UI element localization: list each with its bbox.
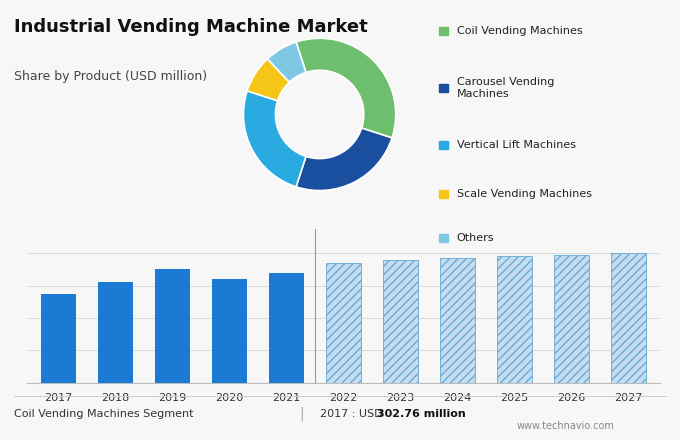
Wedge shape xyxy=(296,38,396,138)
Text: Scale Vending Machines: Scale Vending Machines xyxy=(456,189,592,198)
Bar xyxy=(383,260,418,383)
Text: Vertical Lift Machines: Vertical Lift Machines xyxy=(456,140,575,150)
Wedge shape xyxy=(243,91,306,187)
Bar xyxy=(440,258,475,383)
Bar xyxy=(211,279,247,383)
Wedge shape xyxy=(247,59,290,101)
Bar xyxy=(326,263,361,383)
Text: Coil Vending Machines Segment: Coil Vending Machines Segment xyxy=(14,409,193,418)
Bar xyxy=(611,253,646,383)
Bar xyxy=(554,255,589,383)
Bar xyxy=(554,255,589,383)
Bar xyxy=(326,263,361,383)
Bar xyxy=(383,260,418,383)
Bar xyxy=(496,257,532,383)
Text: www.technavio.com: www.technavio.com xyxy=(517,421,615,431)
Text: Share by Product (USD million): Share by Product (USD million) xyxy=(14,70,207,84)
Bar xyxy=(41,293,76,383)
Text: 302.76 million: 302.76 million xyxy=(377,409,466,418)
Bar xyxy=(440,258,475,383)
Bar xyxy=(496,257,532,383)
Wedge shape xyxy=(296,128,392,191)
Bar xyxy=(269,272,304,383)
Text: Coil Vending Machines: Coil Vending Machines xyxy=(456,26,582,36)
Text: Industrial Vending Machine Market: Industrial Vending Machine Market xyxy=(14,18,367,36)
Text: |: | xyxy=(299,407,304,421)
Bar xyxy=(98,282,133,383)
Text: 2017 : USD: 2017 : USD xyxy=(320,409,386,418)
Text: Carousel Vending
Machines: Carousel Vending Machines xyxy=(456,77,554,99)
Bar xyxy=(155,269,190,383)
Bar xyxy=(611,253,646,383)
Text: Others: Others xyxy=(456,233,494,242)
Wedge shape xyxy=(267,42,306,82)
